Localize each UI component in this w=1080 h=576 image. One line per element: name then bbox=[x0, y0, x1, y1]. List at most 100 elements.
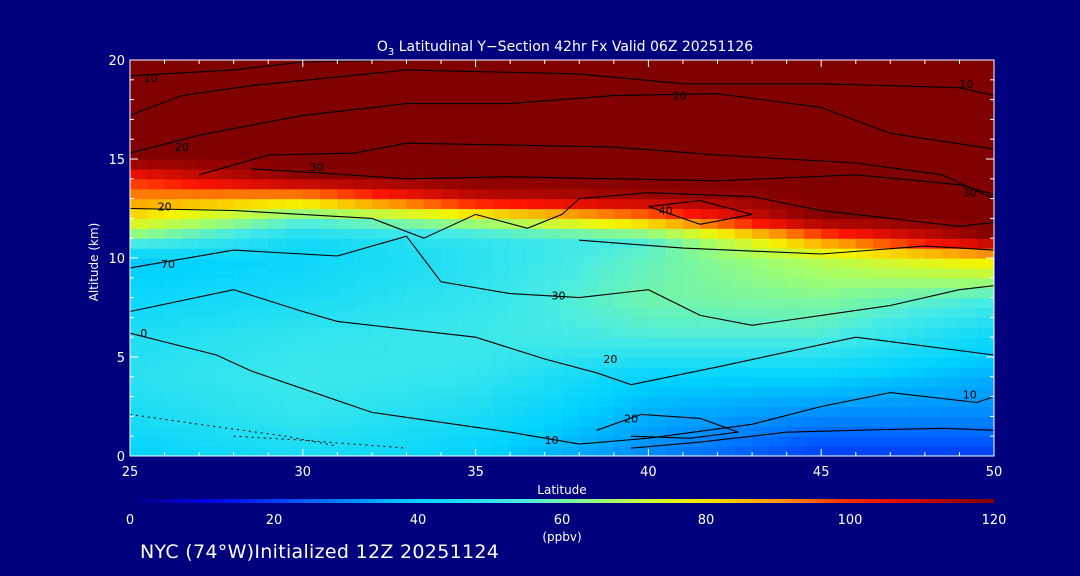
heatmap-cell bbox=[562, 376, 580, 388]
heatmap-cell bbox=[682, 119, 701, 130]
heatmap-cell bbox=[371, 366, 390, 378]
heatmap-cell bbox=[233, 277, 252, 289]
heatmap-cell bbox=[492, 327, 511, 338]
heatmap-cell bbox=[181, 218, 200, 229]
heatmap-cell bbox=[337, 406, 356, 417]
heatmap-cell bbox=[371, 436, 390, 447]
heatmap-cell bbox=[458, 129, 477, 140]
heatmap-cell bbox=[510, 337, 529, 348]
heatmap-cell bbox=[752, 446, 770, 456]
heatmap-cell bbox=[682, 168, 701, 180]
heatmap-cell bbox=[803, 386, 822, 398]
heatmap-cell bbox=[855, 297, 874, 309]
heatmap-cell bbox=[734, 228, 753, 239]
heatmap-cell bbox=[181, 357, 200, 368]
heatmap-cell bbox=[527, 376, 546, 388]
heatmap-cell bbox=[302, 228, 321, 239]
heatmap-cell bbox=[320, 366, 338, 378]
heatmap-cell bbox=[354, 208, 373, 219]
heatmap-cell bbox=[423, 347, 442, 358]
heatmap-cell bbox=[147, 327, 166, 338]
heatmap-cell bbox=[199, 238, 217, 249]
heatmap-cell bbox=[285, 60, 304, 71]
heatmap-cell bbox=[389, 89, 408, 101]
heatmap-cell bbox=[492, 287, 511, 299]
heatmap-cell bbox=[665, 248, 684, 259]
heatmap-cell bbox=[665, 426, 684, 437]
heatmap-cell bbox=[285, 129, 304, 140]
heatmap-cell bbox=[233, 406, 252, 417]
heatmap-cell bbox=[562, 277, 580, 289]
heatmap-cell bbox=[942, 376, 961, 388]
heatmap-cell bbox=[700, 168, 719, 180]
heatmap-cell bbox=[579, 258, 598, 269]
heatmap-cell bbox=[596, 60, 615, 71]
heatmap-cell bbox=[907, 337, 926, 348]
heatmap-cell bbox=[510, 159, 529, 170]
heatmap-cell bbox=[873, 178, 891, 190]
heatmap-cell bbox=[579, 159, 598, 170]
heatmap-cell bbox=[458, 277, 477, 289]
heatmap-cell bbox=[665, 159, 684, 170]
heatmap-cell bbox=[544, 119, 563, 130]
heatmap-cell bbox=[907, 446, 926, 456]
heatmap-cell bbox=[320, 347, 338, 358]
x-tick-label: 30 bbox=[295, 465, 312, 480]
heatmap-cell bbox=[648, 119, 667, 130]
heatmap-cell bbox=[441, 119, 459, 130]
heatmap-cell bbox=[544, 436, 563, 447]
colorbar-tick-label: 120 bbox=[982, 513, 1007, 528]
heatmap-cell bbox=[544, 416, 563, 427]
heatmap-cell bbox=[544, 307, 563, 318]
heatmap-cell bbox=[302, 119, 321, 130]
heatmap-cell bbox=[475, 376, 494, 388]
heatmap-cell bbox=[302, 198, 321, 210]
heatmap-cell bbox=[873, 357, 891, 368]
heatmap-cell bbox=[458, 188, 477, 200]
heatmap-cell bbox=[181, 347, 200, 358]
heatmap-cell bbox=[337, 149, 356, 160]
heatmap-cell bbox=[855, 99, 874, 111]
heatmap-cell bbox=[441, 109, 459, 120]
heatmap-cell bbox=[475, 426, 494, 437]
heatmap-cell bbox=[406, 198, 425, 210]
heatmap-cell bbox=[302, 277, 321, 289]
heatmap-cell bbox=[613, 406, 632, 417]
heatmap-cell bbox=[579, 307, 598, 318]
heatmap-cell bbox=[579, 238, 598, 249]
heatmap-cell bbox=[596, 109, 615, 120]
heatmap-cell bbox=[544, 376, 563, 388]
heatmap-cell bbox=[924, 406, 943, 417]
heatmap-cell bbox=[821, 287, 840, 299]
heatmap-cell bbox=[199, 228, 217, 239]
heatmap-cell bbox=[717, 357, 736, 368]
heatmap-cell bbox=[682, 317, 701, 328]
heatmap-cell bbox=[441, 347, 459, 358]
heatmap-cell bbox=[803, 60, 822, 71]
heatmap-cell bbox=[821, 198, 840, 210]
heatmap-cell bbox=[458, 89, 477, 101]
heatmap-cell bbox=[924, 347, 943, 358]
heatmap-cell bbox=[371, 258, 390, 269]
heatmap-cell bbox=[302, 297, 321, 309]
heatmap-cell bbox=[441, 366, 459, 378]
heatmap-cell bbox=[389, 149, 408, 160]
heatmap-cell bbox=[389, 168, 408, 180]
heatmap-cell bbox=[734, 188, 753, 200]
y-tick-label: 5 bbox=[117, 351, 125, 366]
heatmap-cell bbox=[959, 79, 978, 91]
heatmap-cell bbox=[786, 267, 805, 279]
heatmap-cell bbox=[164, 228, 183, 239]
heatmap-cell bbox=[734, 267, 753, 279]
heatmap-cell bbox=[786, 129, 805, 140]
heatmap-cell bbox=[233, 347, 252, 358]
heatmap-cell bbox=[786, 317, 805, 328]
heatmap-cell bbox=[527, 149, 546, 160]
heatmap-cell bbox=[250, 139, 269, 150]
heatmap-cell bbox=[423, 396, 442, 408]
heatmap-cell bbox=[181, 267, 200, 279]
heatmap-cell bbox=[233, 168, 252, 180]
heatmap-cell bbox=[268, 436, 287, 447]
heatmap-cell bbox=[458, 406, 477, 417]
heatmap-cell bbox=[803, 287, 822, 299]
